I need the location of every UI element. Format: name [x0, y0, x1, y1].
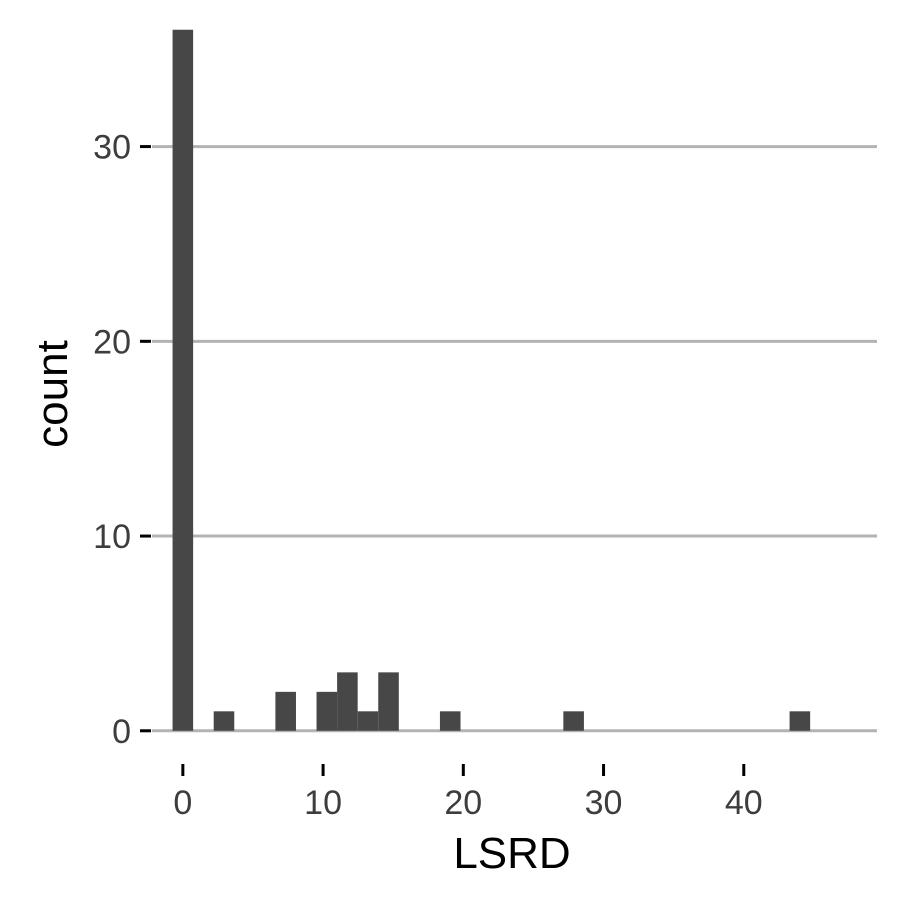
bar-1: [213, 711, 235, 731]
y-tick-label-10: 10: [93, 518, 131, 556]
y-tick-label-20: 20: [93, 323, 131, 361]
bar-7: [439, 711, 461, 731]
bar-6: [378, 672, 399, 731]
y-tick-label-30: 30: [93, 129, 131, 167]
bar-0: [172, 29, 194, 731]
x-tick-label-20: 20: [444, 784, 482, 822]
grid-lines: [152, 145, 877, 733]
bar-4: [337, 672, 358, 731]
bar-3: [316, 691, 338, 731]
y-tick-label-0: 0: [112, 713, 131, 751]
bar-9: [789, 711, 811, 731]
bar-8: [563, 711, 584, 731]
bar-5: [357, 711, 379, 731]
y-axis-title: count: [28, 340, 77, 448]
x-tick-label-40: 40: [725, 784, 763, 822]
x-axis-title: LSRD: [453, 829, 570, 878]
y-axis: 0 10 20 30: [93, 129, 151, 751]
x-tick-label-30: 30: [585, 784, 623, 822]
x-tick-label-0: 0: [173, 784, 192, 822]
bar-2: [275, 691, 296, 731]
x-axis: 0 10 20 30 40: [173, 764, 763, 822]
x-tick-label-10: 10: [304, 784, 342, 822]
histogram-bars: [172, 29, 811, 731]
